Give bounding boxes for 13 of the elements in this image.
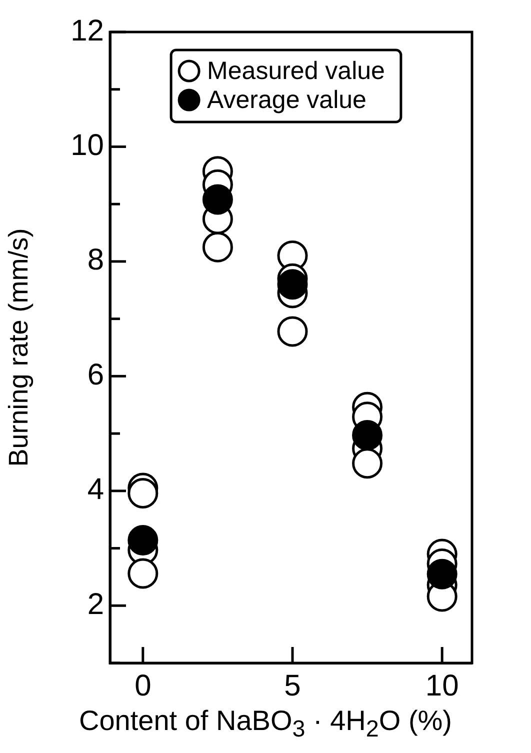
legend-label: Average value — [207, 86, 366, 114]
y-tick-label: 10 — [70, 128, 104, 162]
x-tick-label: 10 — [425, 669, 459, 702]
legend-label: Measured value — [207, 56, 385, 85]
y-axis-title: Burning rate (mm/s) — [4, 228, 34, 467]
y-tick-label: 4 — [87, 473, 104, 506]
y-tick-label: 8 — [87, 244, 104, 277]
x-tick-label: 0 — [134, 669, 152, 702]
x-axis-title: Content of NaBO$_{3}$ · 4H$_{2}$O (%) — [78, 705, 453, 743]
x-tick-label: 5 — [284, 669, 301, 702]
y-tick-label: 6 — [87, 358, 104, 392]
y-tick-label: 2 — [87, 588, 104, 621]
y-tick-label: 12 — [70, 14, 104, 48]
